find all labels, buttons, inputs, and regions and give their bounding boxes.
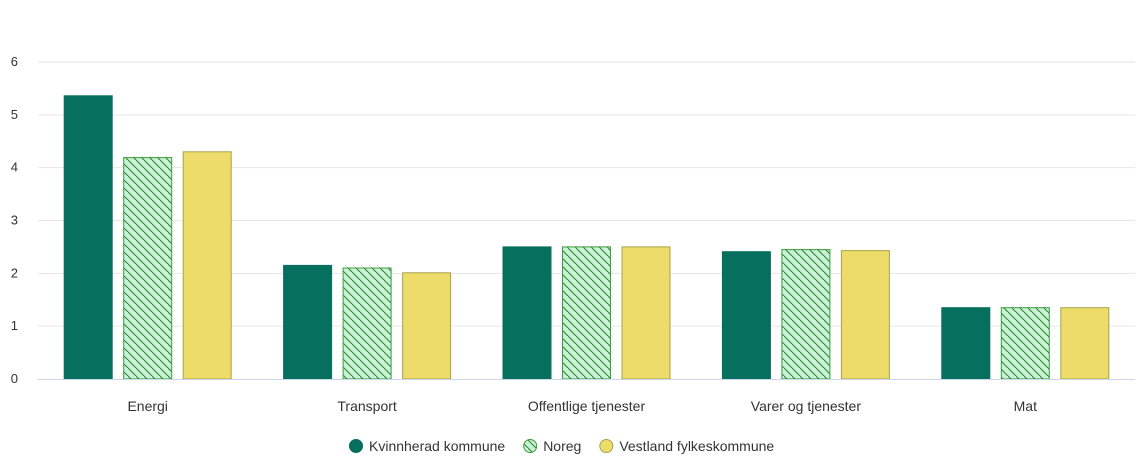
x-category-label: Energi [127,398,167,414]
bar-noreg-energi[interactable] [124,158,172,379]
x-category-label: Mat [1014,398,1037,414]
x-category-label: Varer og tjenester [751,398,862,414]
legend-marker [524,440,537,453]
bar-noreg-varer-og-tjenester[interactable] [782,250,830,379]
bar-noreg-transport[interactable] [343,268,391,379]
legend-item-noreg[interactable]: Noreg [524,438,582,454]
y-tick-label: 6 [11,54,18,69]
bar-vestland-fylkeskommune-energi[interactable] [183,152,231,379]
bar-noreg-mat[interactable] [1001,308,1049,379]
y-tick-label: 1 [11,318,18,333]
bars [64,96,1109,379]
bar-kvinnherad-kommune-transport[interactable] [284,265,332,379]
x-category-label: Transport [337,398,397,414]
bar-noreg-offentlige-tjenester[interactable] [563,247,611,379]
bar-vestland-fylkeskommune-varer-og-tjenester[interactable] [841,251,889,379]
legend-item-vestland-fylkeskommune[interactable]: Vestland fylkeskommune [600,438,775,454]
bar-kvinnherad-kommune-varer-og-tjenester[interactable] [722,252,770,379]
bar-kvinnherad-kommune-mat[interactable] [942,308,990,379]
bar-kvinnherad-kommune-energi[interactable] [64,96,112,379]
y-tick-label: 4 [11,160,18,175]
bar-vestland-fylkeskommune-mat[interactable] [1061,308,1109,379]
legend[interactable]: Kvinnherad kommune Noreg Vestland fylkesko… [350,438,775,454]
bar-vestland-fylkeskommune-offentlige-tjenester[interactable] [622,247,670,379]
legend-label: Vestland fylkeskommune [619,438,774,454]
legend-marker [600,440,613,453]
y-tick-label: 2 [11,265,18,280]
bar-kvinnherad-kommune-offentlige-tjenester[interactable] [503,247,551,379]
legend-label: Kvinnherad kommune [369,438,505,454]
bar-vestland-fylkeskommune-transport[interactable] [403,273,451,379]
legend-marker [350,440,363,453]
x-category-label: Offentlige tjenester [528,398,646,414]
y-tick-label: 5 [11,107,18,122]
y-tick-label: 0 [11,371,18,386]
legend-item-kvinnherad-kommune[interactable]: Kvinnherad kommune [350,438,506,454]
y-tick-label: 3 [11,213,18,228]
legend-label: Noreg [543,438,581,454]
